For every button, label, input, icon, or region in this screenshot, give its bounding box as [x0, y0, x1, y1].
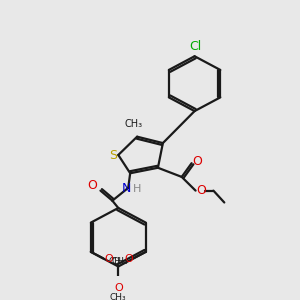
- Text: S: S: [109, 149, 117, 162]
- Text: O: O: [196, 184, 206, 197]
- Text: O: O: [104, 254, 113, 264]
- Text: CH₃: CH₃: [108, 257, 125, 266]
- Text: CH₃: CH₃: [124, 119, 142, 129]
- Text: O: O: [88, 178, 98, 192]
- Text: O: O: [124, 254, 133, 264]
- Text: O: O: [114, 284, 123, 293]
- Text: CH₃: CH₃: [110, 293, 127, 300]
- Text: Cl: Cl: [189, 40, 202, 53]
- Text: N: N: [122, 182, 131, 195]
- Text: CH₃: CH₃: [112, 257, 128, 266]
- Text: H: H: [133, 184, 141, 194]
- Text: O: O: [193, 155, 202, 168]
